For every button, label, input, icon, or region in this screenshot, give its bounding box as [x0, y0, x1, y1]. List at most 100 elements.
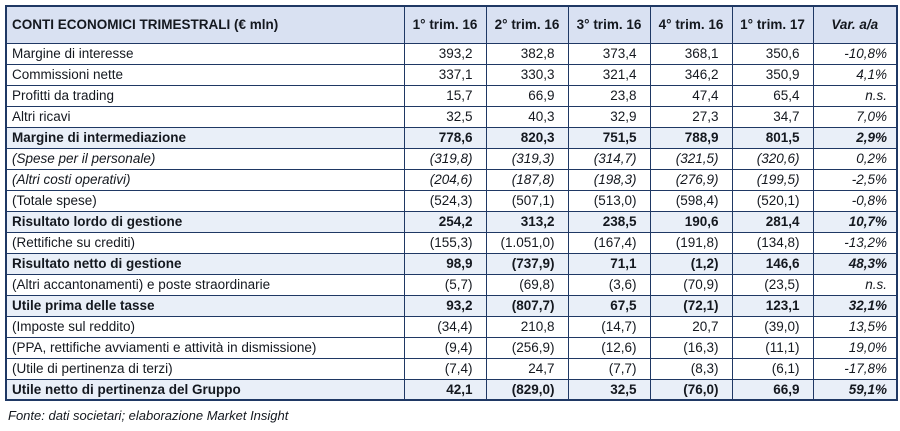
row-label: Margine di intermediazione — [5, 126, 405, 149]
cell-value: (807,7) — [485, 294, 569, 317]
cell-value: (1.051,0) — [485, 231, 569, 254]
cell-value: 210,8 — [485, 315, 569, 338]
row-label: Risultato lordo di gestione — [5, 210, 405, 233]
cell-value: 751,5 — [567, 126, 651, 149]
row-label: Utile netto di pertinenza del Gruppo — [5, 378, 405, 401]
cell-value: (198,3) — [567, 168, 651, 191]
table-row: Utile prima delle tasse 93,2 (807,7) 67,5 (7… — [5, 294, 898, 317]
table-row: (Imposte sul reddito) (34,4) 210,8 (14,7) 20… — [5, 315, 898, 338]
table-row: Altri ricavi 32,5 40,3 32,9 27,3 34,7 7,0% — [5, 105, 898, 128]
table-row: (PPA, rettifiche avviamenti e attività i… — [5, 336, 898, 359]
cell-value: 34,7 — [731, 105, 814, 128]
cell-value: 123,1 — [731, 294, 814, 317]
row-label: (Imposte sul reddito) — [5, 315, 405, 338]
column-header: 1° trim. 16 — [403, 5, 487, 44]
column-header-var: Var. a/a — [812, 5, 898, 44]
row-label: Margine di interesse — [5, 42, 405, 65]
cell-value: 330,3 — [485, 63, 569, 86]
cell-var-yoy: 19,0% — [812, 336, 898, 359]
cell-value: (11,1) — [731, 336, 814, 359]
cell-value: 190,6 — [649, 210, 733, 233]
cell-value: (829,0) — [485, 378, 569, 401]
cell-var-yoy: -10,8% — [812, 42, 898, 65]
cell-value: (319,8) — [403, 147, 487, 170]
cell-value: (34,4) — [403, 315, 487, 338]
cell-value: (507,1) — [485, 189, 569, 212]
header-row: CONTI ECONOMICI TRIMESTRALI (€ mln) 1° t… — [5, 5, 898, 44]
column-header: 3° trim. 16 — [567, 5, 651, 44]
cell-value: 281,4 — [731, 210, 814, 233]
cell-var-yoy: n.s. — [812, 84, 898, 107]
cell-value: (319,3) — [485, 147, 569, 170]
column-header: 4° trim. 16 — [649, 5, 733, 44]
cell-value: 350,9 — [731, 63, 814, 86]
cell-value: (8,3) — [649, 357, 733, 380]
cell-value: 238,5 — [567, 210, 651, 233]
cell-value: (70,9) — [649, 273, 733, 296]
cell-value: (9,4) — [403, 336, 487, 359]
cell-value: (6,1) — [731, 357, 814, 380]
table-row: (Altri accantonamenti) e poste straordin… — [5, 273, 898, 296]
cell-value: 382,8 — [485, 42, 569, 65]
cell-value: 27,3 — [649, 105, 733, 128]
cell-value: (23,5) — [731, 273, 814, 296]
cell-value: (76,0) — [649, 378, 733, 401]
cell-value: (72,1) — [649, 294, 733, 317]
quarterly-income-statement-table: CONTI ECONOMICI TRIMESTRALI (€ mln) 1° t… — [5, 5, 898, 401]
cell-value: (167,4) — [567, 231, 651, 254]
cell-value: (321,5) — [649, 147, 733, 170]
table-row: Commissioni nette 337,1 330,3 321,4 346,2 350… — [5, 63, 898, 86]
cell-value: (276,9) — [649, 168, 733, 191]
cell-value: 24,7 — [485, 357, 569, 380]
cell-value: 23,8 — [567, 84, 651, 107]
cell-value: (7,7) — [567, 357, 651, 380]
cell-value: (320,6) — [731, 147, 814, 170]
cell-value: (134,8) — [731, 231, 814, 254]
column-header: 1° trim. 17 — [731, 5, 814, 44]
cell-value: 71,1 — [567, 252, 651, 275]
cell-value: (199,5) — [731, 168, 814, 191]
cell-value: 32,5 — [403, 105, 487, 128]
table-title: CONTI ECONOMICI TRIMESTRALI (€ mln) — [5, 5, 405, 44]
table-row: (Rettifiche su crediti) (155,3) (1.051,0)(… — [5, 231, 898, 254]
cell-value: 67,5 — [567, 294, 651, 317]
table-row: Utile netto di pertinenza del Gruppo 42,1… — [5, 378, 898, 401]
cell-value: (524,3) — [403, 189, 487, 212]
table-row: Margine di interesse 393,2 382,8 373,4 368,1… — [5, 42, 898, 65]
cell-value: 337,1 — [403, 63, 487, 86]
cell-value: (314,7) — [567, 147, 651, 170]
row-label: Risultato netto di gestione — [5, 252, 405, 275]
table-row: Margine di intermediazione 778,6 820,3 751,… — [5, 126, 898, 149]
cell-value: (256,9) — [485, 336, 569, 359]
cell-value: 20,7 — [649, 315, 733, 338]
cell-value: (155,3) — [403, 231, 487, 254]
row-label: Utile prima delle tasse — [5, 294, 405, 317]
cell-value: 47,4 — [649, 84, 733, 107]
cell-var-yoy: 32,1% — [812, 294, 898, 317]
cell-value: 93,2 — [403, 294, 487, 317]
cell-value: (14,7) — [567, 315, 651, 338]
cell-var-yoy: 4,1% — [812, 63, 898, 86]
cell-value: 32,5 — [567, 378, 651, 401]
source-note: Fonte: dati societari; elaborazione Mark… — [8, 408, 289, 423]
cell-var-yoy: -2,5% — [812, 168, 898, 191]
cell-var-yoy: 2,9% — [812, 126, 898, 149]
cell-value: 820,3 — [485, 126, 569, 149]
cell-value: 254,2 — [403, 210, 487, 233]
cell-value: 801,5 — [731, 126, 814, 149]
table-row: (Utile di pertinenza di terzi) (7,4) 24,7(… — [5, 357, 898, 380]
cell-var-yoy: 10,7% — [812, 210, 898, 233]
row-label: (Totale spese) — [5, 189, 405, 212]
cell-value: 15,7 — [403, 84, 487, 107]
cell-value: (513,0) — [567, 189, 651, 212]
cell-value: (7,4) — [403, 357, 487, 380]
cell-var-yoy: 7,0% — [812, 105, 898, 128]
cell-var-yoy: 59,1% — [812, 378, 898, 401]
row-label: (Utile di pertinenza di terzi) — [5, 357, 405, 380]
row-label: (Rettifiche su crediti) — [5, 231, 405, 254]
cell-value: 788,9 — [649, 126, 733, 149]
cell-value: (3,6) — [567, 273, 651, 296]
cell-value: 66,9 — [485, 84, 569, 107]
cell-var-yoy: -17,8% — [812, 357, 898, 380]
